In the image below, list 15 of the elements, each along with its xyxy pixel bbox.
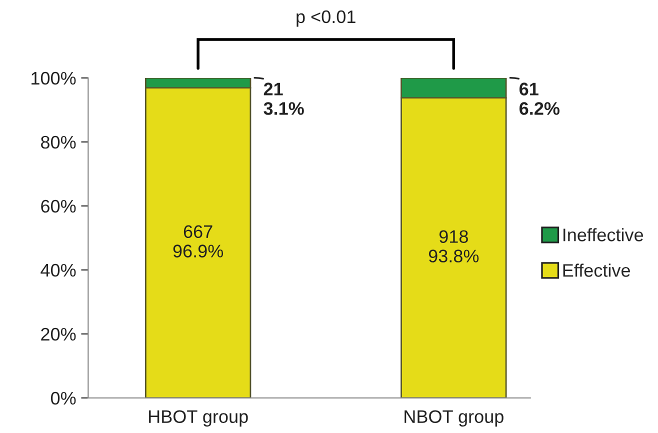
text: p <0.01 (296, 10, 356, 27)
data-label: 667 96.9% (173, 225, 224, 258)
y-tick-label: 40% (40, 264, 76, 277)
y-tick-label: 100% (32, 72, 76, 85)
x-tick-label: NBOT group (404, 410, 504, 427)
legend-label: Ineffective (564, 228, 644, 242)
legend-label: Effective (563, 264, 630, 277)
x-tick-label: HBOT group (149, 410, 248, 427)
y-tick-label: 60% (41, 200, 76, 213)
data-label: 61 6.2% (520, 82, 560, 115)
data-label: 21 3.1% (264, 82, 304, 115)
y-tick-label: 20% (41, 328, 76, 341)
data-label: 918 93.8% (428, 230, 479, 262)
y-tick-label: 0% (50, 392, 76, 405)
y-tick-label: 80% (41, 136, 76, 149)
